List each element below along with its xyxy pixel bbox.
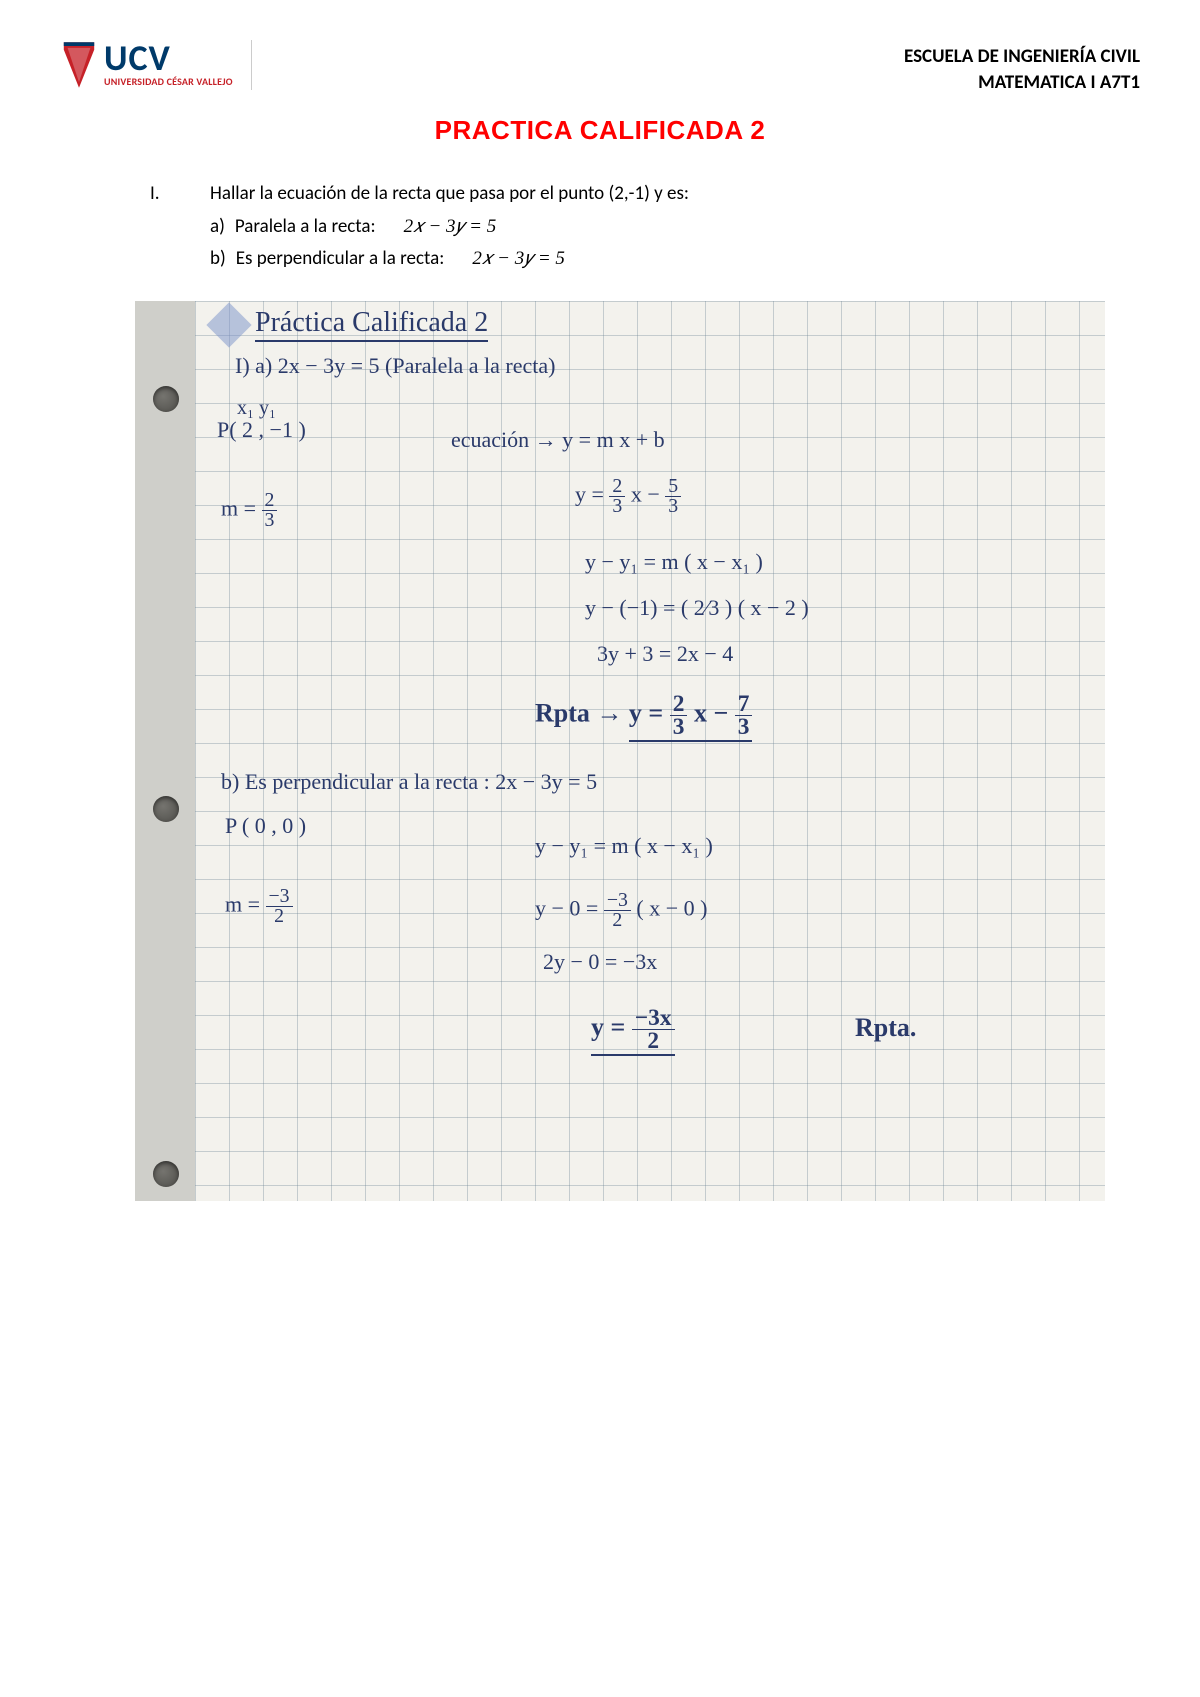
hw-ptslope-1: y − y₁ = m ( x − x₁ ) [585, 549, 763, 575]
problem-stem: Hallar la ecuación de la recta que pasa … [210, 178, 689, 210]
logo: UCV UNIVERSIDAD CÉSAR VALLEJO [60, 40, 252, 90]
item-b-equation: 2𝑥 − 3𝑦 = 5 [454, 243, 565, 275]
punch-hole [153, 1161, 179, 1187]
hw-rpta-b-label: Rpta. [855, 1013, 916, 1043]
item-a-equation: 2𝑥 − 3𝑦 = 5 [386, 211, 497, 243]
shield-icon [60, 40, 98, 90]
hw-pb1: y − y₁ = m ( x − x₁ ) [535, 833, 713, 859]
hw-P: P( 2 , −1 ) [217, 417, 306, 443]
problem-roman: I. [150, 178, 210, 210]
hw-b-head: b) Es perpendicular a la recta : 2x − 3y… [221, 769, 597, 795]
document-title: PRACTICA CALIFICADA 2 [60, 115, 1140, 146]
handwritten-work-photo: Práctica Calificada 2 I) a) 2x − 3y = 5 … [135, 301, 1105, 1201]
hw-title: Práctica Calificada 2 [255, 307, 488, 342]
problem-block: I. Hallar la ecuación de la recta que pa… [150, 178, 1140, 275]
punch-hole [153, 796, 179, 822]
hw-rpta-a: Rpta → y = 23 x − 73 [535, 693, 752, 741]
hw-ecuacion: ecuación → y = m x + b [451, 427, 665, 453]
item-a-label: a) [210, 211, 225, 243]
header-right: ESCUELA DE INGENIERÍA CIVIL MATEMATICA I… [904, 40, 1140, 95]
school-line: ESCUELA DE INGENIERÍA CIVIL [904, 44, 1140, 70]
hw-Ia: I) a) 2x − 3y = 5 (Paralela a la recta) [235, 353, 555, 379]
hw-m: m = 23 [221, 491, 277, 530]
punch-hole [153, 386, 179, 412]
course-line: MATEMATICA I A7T1 [904, 70, 1140, 96]
item-b-label: b) [210, 243, 226, 275]
item-b-text: Es perpendicular a la recta: [236, 243, 445, 275]
header: UCV UNIVERSIDAD CÉSAR VALLEJO ESCUELA DE… [60, 40, 1140, 95]
hw-rpta-b: y = −3x2 [591, 1007, 675, 1055]
page: UCV UNIVERSIDAD CÉSAR VALLEJO ESCUELA DE… [0, 0, 1200, 1697]
hw-ptslope-2: y − (−1) = ( 2⁄3 ) ( x − 2 ) [585, 595, 809, 621]
hw-Pb: P ( 0 , 0 ) [225, 813, 306, 839]
logo-acronym: UCV [104, 42, 233, 74]
item-a-text: Paralela a la recta: [235, 211, 376, 243]
logo-subline: UNIVERSIDAD CÉSAR VALLEJO [104, 75, 233, 88]
hw-pb2: y − 0 = −32 ( x − 0 ) [535, 891, 707, 930]
binder-edge [135, 301, 195, 1201]
hw-mb: m = −32 [225, 887, 293, 926]
hw-y-slope: y = 23 x − 53 [575, 477, 681, 516]
hw-ptslope-3: 3y + 3 = 2x − 4 [597, 641, 733, 667]
hw-pb3: 2y − 0 = −3x [543, 949, 657, 975]
